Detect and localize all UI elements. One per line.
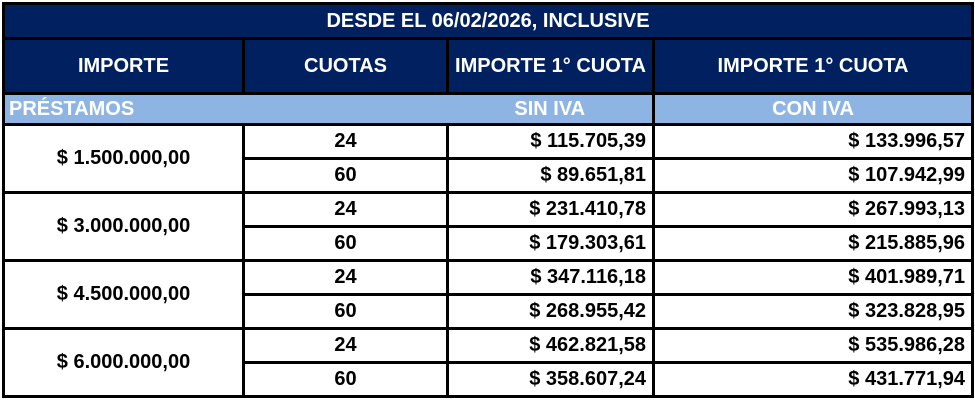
- importe-cell: $ 4.500.000,00: [2, 259, 245, 330]
- section-row: PRÉSTAMOS SIN IVA CON IVA: [2, 92, 975, 126]
- loan-rates-table-container: DESDE EL 06/02/2026, INCLUSIVE IMPORTE C…: [1, 2, 975, 398]
- table-row: 60 $ 268.955,42 $ 323.828,95: [4, 293, 975, 330]
- cuotas-cell: 60: [242, 293, 449, 330]
- con-iva-cell: $ 107.942,99: [651, 157, 975, 194]
- cuotas-cell: 24: [242, 259, 449, 296]
- sin-iva-cell: $ 347.116,18: [446, 259, 655, 296]
- table-row: $ 3.000.000,00 24 $ 231.410,78 $ 267.993…: [2, 191, 975, 262]
- sin-iva-cell: $ 231.410,78: [446, 191, 655, 228]
- cuotas-cell: 24: [242, 191, 449, 228]
- con-iva-cell: $ 133.996,57: [651, 123, 975, 160]
- header-row: IMPORTE CUOTAS IMPORTE 1° CUOTA IMPORTE …: [2, 37, 975, 95]
- cuotas-cell: 60: [242, 225, 449, 262]
- section-spacer: [243, 92, 448, 126]
- header-importe: IMPORTE: [2, 37, 245, 95]
- sin-iva-cell: $ 268.955,42: [446, 293, 655, 330]
- con-iva-cell: $ 401.989,71: [651, 259, 975, 296]
- title-row: DESDE EL 06/02/2026, INCLUSIVE: [1, 2, 975, 40]
- con-iva-cell: $ 215.885,96: [651, 225, 975, 262]
- table-row: $ 1.500.000,00 24 $ 115.705,39 $ 133.996…: [2, 123, 975, 194]
- loan-rates-table: DESDE EL 06/02/2026, INCLUSIVE IMPORTE C…: [1, 2, 975, 398]
- table-row: 60 $ 179.303,61 $ 215.885,96: [4, 225, 975, 262]
- con-iva-cell: $ 431.771,94: [651, 361, 975, 398]
- sin-iva-cell: $ 179.303,61: [446, 225, 655, 262]
- header-importe-1-cuota-sin-iva: IMPORTE 1° CUOTA: [446, 37, 655, 95]
- section-sin-iva: SIN IVA: [447, 92, 655, 126]
- section-label: PRÉSTAMOS: [2, 92, 244, 126]
- section-con-iva: CON IVA: [651, 92, 975, 126]
- cuotas-cell: 60: [242, 157, 449, 194]
- sin-iva-cell: $ 462.821,58: [446, 327, 655, 364]
- cuotas-cell: 60: [242, 361, 449, 398]
- sin-iva-cell: $ 89.651,81: [446, 157, 655, 194]
- con-iva-cell: $ 323.828,95: [651, 293, 975, 330]
- table-row: 60 $ 89.651,81 $ 107.942,99: [4, 157, 975, 194]
- header-importe-1-cuota-con-iva: IMPORTE 1° CUOTA: [651, 37, 975, 95]
- sin-iva-cell: $ 115.705,39: [446, 123, 655, 160]
- table-row: $ 4.500.000,00 24 $ 347.116,18 $ 401.989…: [2, 259, 975, 330]
- header-cuotas: CUOTAS: [242, 37, 449, 95]
- con-iva-cell: $ 267.993,13: [651, 191, 975, 228]
- importe-cell: $ 6.000.000,00: [2, 327, 245, 398]
- cuotas-cell: 24: [242, 123, 449, 160]
- table-row: 60 $ 358.607,24 $ 431.771,94: [4, 361, 975, 398]
- sin-iva-cell: $ 358.607,24: [446, 361, 655, 398]
- con-iva-cell: $ 535.986,28: [651, 327, 975, 364]
- importe-cell: $ 1.500.000,00: [2, 123, 245, 194]
- importe-cell: $ 3.000.000,00: [2, 191, 245, 262]
- table-row: $ 6.000.000,00 24 $ 462.821,58 $ 535.986…: [2, 327, 975, 398]
- cuotas-cell: 24: [242, 327, 449, 364]
- table-title: DESDE EL 06/02/2026, INCLUSIVE: [1, 2, 975, 40]
